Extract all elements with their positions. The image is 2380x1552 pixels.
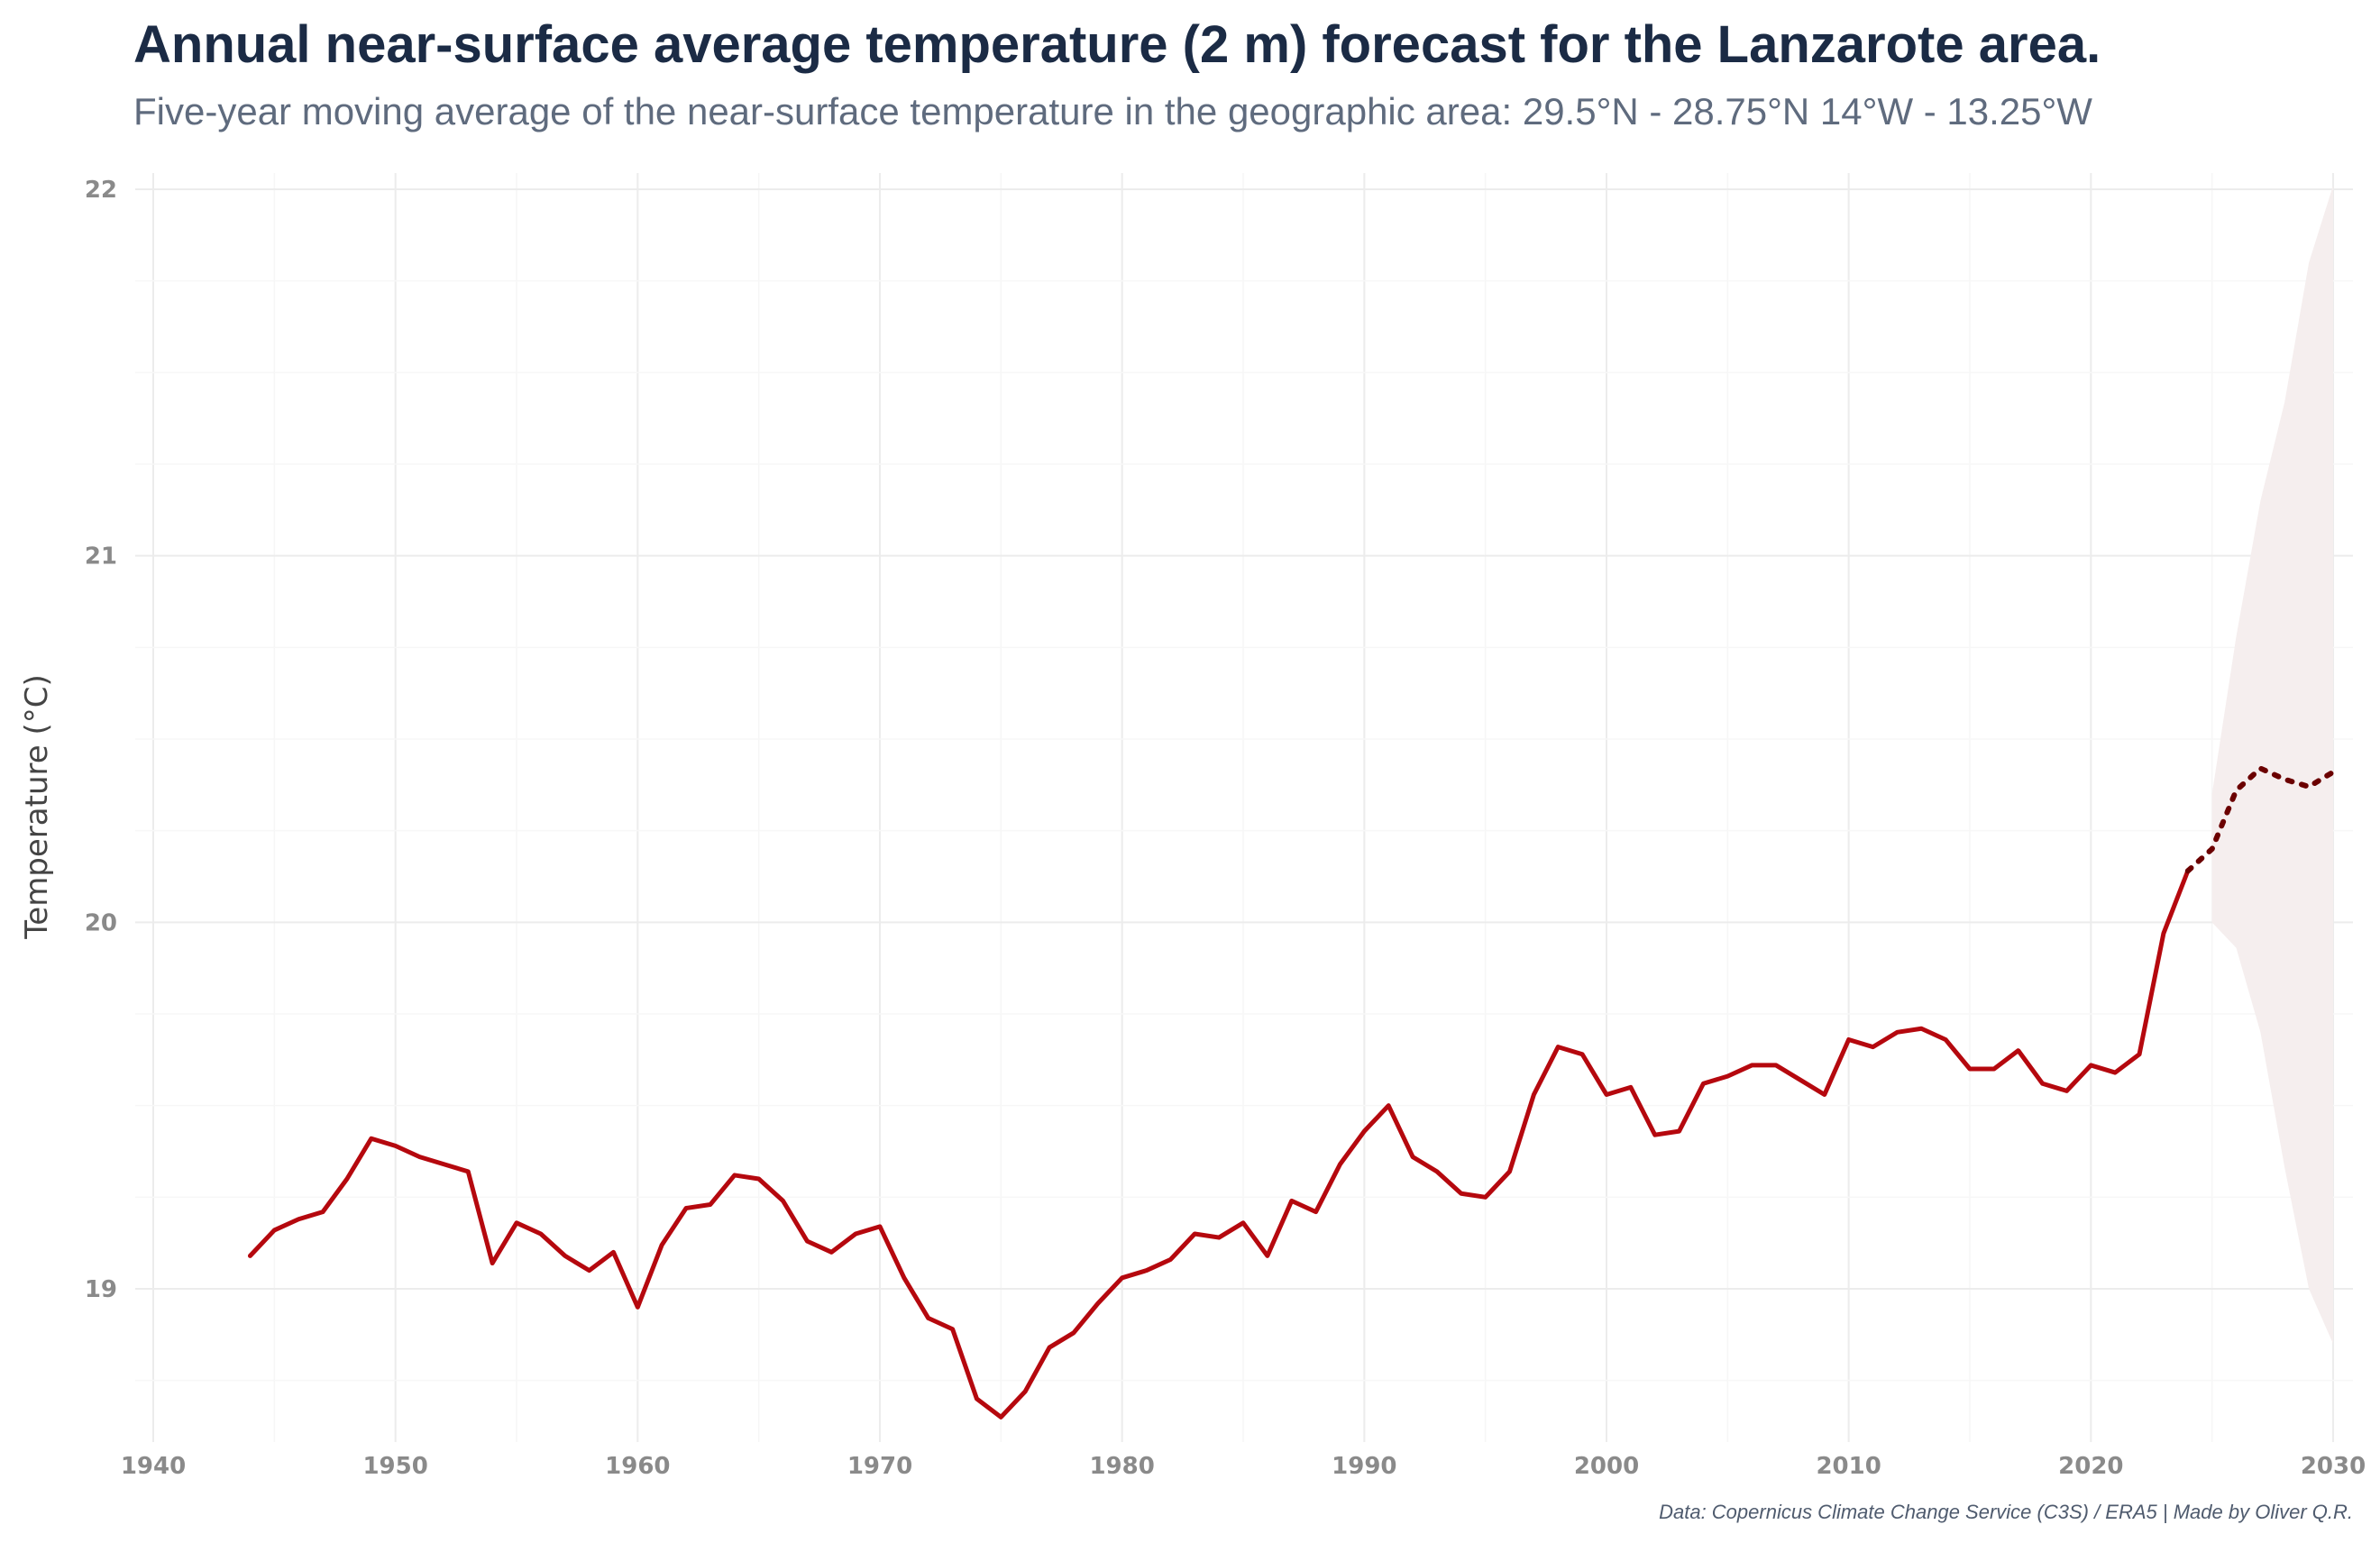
x-tick-label: 2010 xyxy=(1816,1453,1881,1480)
x-tick-label: 2030 xyxy=(2301,1453,2366,1480)
x-tick-label: 1980 xyxy=(1089,1453,1154,1480)
y-tick-label: 21 xyxy=(85,543,117,571)
series-layer xyxy=(247,764,2336,1420)
x-tick-label: 1940 xyxy=(121,1453,186,1480)
data-source-caption: Data: Copernicus Climate Change Service … xyxy=(1659,1501,2353,1523)
x-tick-label: 1950 xyxy=(362,1453,427,1480)
x-tick-label: 1990 xyxy=(1332,1453,1396,1480)
chart-title: Annual near-surface average temperature … xyxy=(133,15,2101,74)
y-tick-label: 20 xyxy=(85,909,117,936)
axis-labels-layer: 1940 1950 1960 1970 1980 1990 2000 2010 2020 2030… xyxy=(19,177,2366,1480)
x-tick-label: 1970 xyxy=(847,1453,912,1480)
y-tick-label: 19 xyxy=(85,1276,117,1303)
forecast-temperature-line xyxy=(2184,764,2336,874)
y-axis-label: Temperature (°C) xyxy=(19,674,55,939)
x-tick-label: 1960 xyxy=(605,1453,670,1480)
forecast-band-layer xyxy=(2211,185,2333,1344)
x-tick-label: 2020 xyxy=(2058,1453,2123,1480)
forecast-uncertainty-band xyxy=(2211,185,2333,1344)
y-tick-label: 22 xyxy=(85,177,117,204)
x-tick-label: 2000 xyxy=(1574,1453,1639,1480)
chart-subtitle: Five-year moving average of the near-sur… xyxy=(133,90,2092,132)
grid-lines xyxy=(135,173,2353,1442)
observed-temperature-line xyxy=(247,868,2191,1420)
